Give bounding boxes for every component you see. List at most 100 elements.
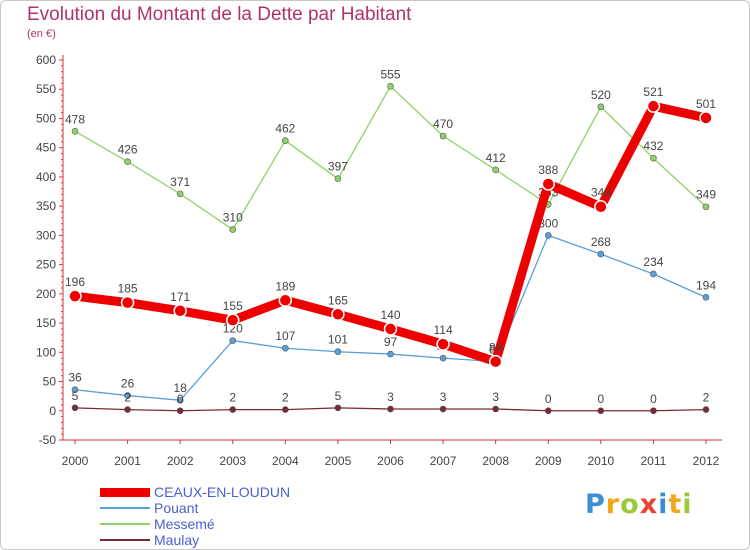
data-point-pouant [702,294,710,301]
data-label-messem-: 349 [696,188,716,202]
y-tick-label: 200 [36,287,56,301]
y-tick-label: 50 [43,375,57,389]
data-point-ceaux-en-loudun [173,304,187,318]
data-point-messem- [176,190,184,198]
data-point-pouant [650,270,657,278]
data-label-maulay: 2 [282,391,289,405]
y-tick-label: 150 [36,316,56,330]
legend-item-ceaux: CEAUX-EN-LOUDUN [100,484,290,500]
y-tick-label: 550 [36,82,56,96]
data-label-pouant: 18 [173,381,187,395]
data-label-pouant: 107 [275,329,295,343]
data-label-pouant: 26 [121,377,135,391]
x-tick-label: 2007 [430,454,457,468]
data-label-messem-: 432 [643,139,663,153]
data-point-maulay [282,406,289,413]
data-point-maulay [176,407,184,415]
y-tick-label: -50 [39,433,57,447]
legend-label-maulay: Maulay [154,532,200,548]
legend-swatch-pouant [100,507,150,509]
data-point-pouant [387,350,394,358]
data-label-ceaux-en-loudun: 501 [696,97,716,111]
data-point-pouant [71,386,79,394]
data-label-maulay: 0 [650,392,657,406]
data-label-maulay: 3 [387,390,394,404]
legend-item-messeme: Messemé [100,516,290,532]
data-label-maulay: 5 [335,389,342,403]
data-point-maulay [597,407,605,415]
x-tick-label: 2001 [114,454,141,468]
y-tick-label: 100 [36,345,56,359]
y-tick-label: 0 [49,404,56,418]
chart-legend: CEAUX-EN-LOUDUN Pouant Messemé Maulay [100,484,290,548]
data-label-ceaux-en-loudun: 388 [538,163,558,177]
data-point-ceaux-en-loudun [594,199,608,214]
data-point-pouant [124,392,131,399]
data-label-messem-: 470 [433,117,453,131]
data-label-ceaux-en-loudun: 185 [118,282,138,296]
data-label-maulay: 2 [703,391,710,405]
data-point-ceaux-en-loudun [68,289,82,303]
data-label-maulay: 5 [72,389,79,403]
data-point-pouant [229,337,237,344]
data-point-messem- [282,137,289,144]
data-label-ceaux-en-loudun: 349 [591,186,611,200]
data-label-ceaux-en-loudun: 189 [275,279,295,293]
data-point-messem- [650,154,657,162]
data-label-maulay: 0 [177,392,184,406]
data-label-messem-: 426 [118,143,138,157]
legend-swatch-messeme [100,523,150,525]
data-point-messem- [597,103,605,111]
brand-letter: r [605,489,621,520]
data-point-maulay [71,404,79,412]
chart-subtitle: (en €) [27,28,56,40]
data-point-ceaux-en-loudun [383,322,398,336]
data-label-messem-: 520 [591,88,611,102]
data-label-messem-: 371 [170,175,190,189]
data-label-pouant: 300 [538,216,558,230]
legend-label-pouant: Pouant [154,500,199,516]
data-point-maulay [544,407,552,415]
data-label-ceaux-en-loudun: 521 [643,85,663,99]
data-label-maulay: 3 [492,390,499,404]
series-line-messem- [74,85,707,231]
y-tick-label: 600 [36,53,56,67]
data-label-messem-: 555 [380,67,400,81]
data-point-messem- [229,226,237,233]
x-tick-label: 2012 [693,454,720,468]
legend-swatch-maulay [100,539,150,541]
data-point-ceaux-en-loudun [331,307,345,322]
data-point-messem- [439,132,447,140]
brand-letter: t [668,489,683,520]
brand-letter: i [682,489,693,520]
brand-letter: i [658,489,669,520]
x-tick-label: 2008 [482,454,509,468]
data-point-messem- [387,83,394,90]
x-tick-label: 2011 [641,454,667,468]
y-tick-label: 500 [36,111,56,125]
data-point-messem- [71,128,79,135]
legend-label-ceaux: CEAUX-EN-LOUDUN [154,484,291,500]
data-point-maulay [492,405,499,413]
data-point-maulay [650,407,657,415]
data-point-maulay [702,406,710,413]
x-tick-label: 2004 [272,454,299,468]
data-label-maulay: 0 [597,392,604,406]
data-label-ceaux-en-loudun: 155 [223,299,243,313]
data-label-maulay: 2 [124,391,131,405]
chart-title: Evolution du Montant de la Dette par Hab… [27,4,412,25]
brand-letter: o [620,489,640,520]
legend-item-pouant: Pouant [100,500,290,516]
data-point-pouant [334,348,342,356]
data-point-maulay [439,405,447,413]
x-tick-label: 2003 [219,454,246,468]
data-label-messem-: 412 [486,151,506,165]
data-label-ceaux-en-loudun: 165 [328,293,348,307]
data-point-pouant [176,396,184,404]
legend-label-messeme: Messemé [154,516,215,532]
x-tick-label: 2010 [587,454,614,468]
data-label-maulay: 2 [229,391,236,405]
data-point-ceaux-en-loudun [278,293,293,308]
legend-item-maulay: Maulay [100,532,290,548]
